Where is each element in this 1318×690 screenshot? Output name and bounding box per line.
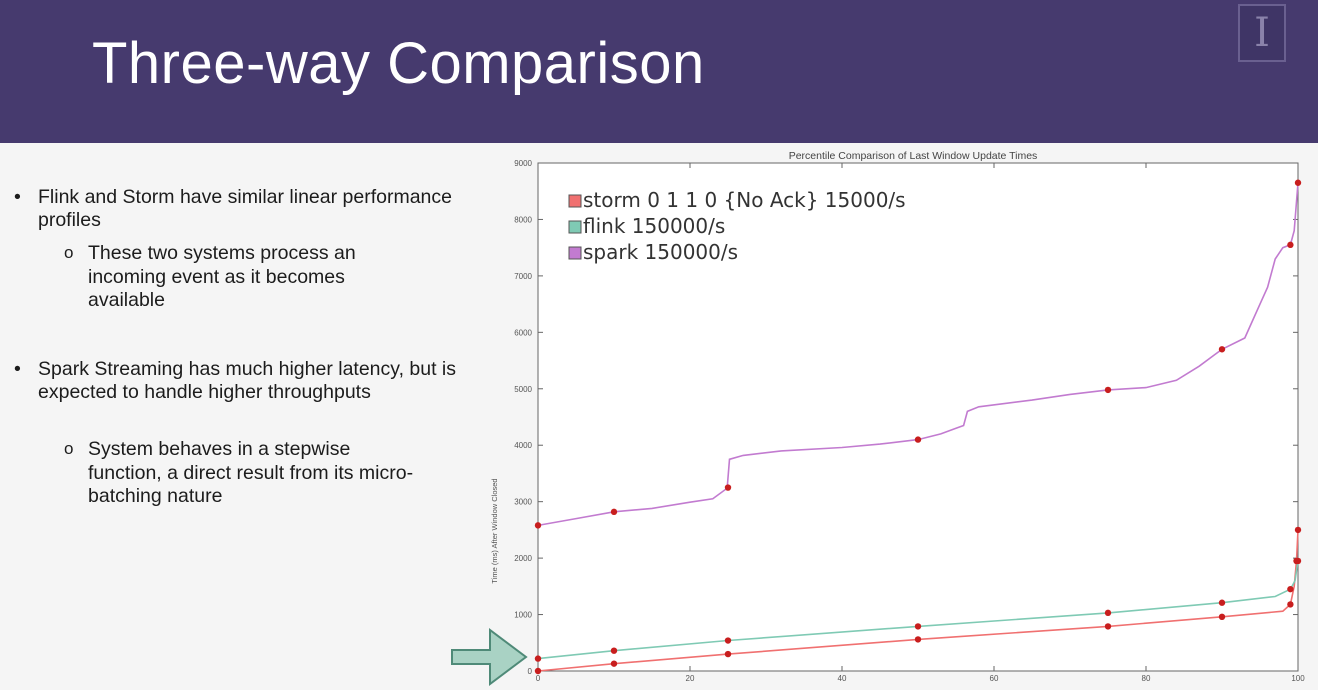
- legend-entry: storm 0 1 1 0 {No Ack} 15000/s: [583, 188, 906, 212]
- data-point: [610, 647, 618, 654]
- y-tick-label: 7000: [514, 272, 532, 281]
- legend-entry: flink 150000/s: [583, 214, 725, 238]
- slide-title: Three-way Comparison: [92, 31, 705, 96]
- data-point: [1294, 557, 1302, 565]
- y-tick-label: 6000: [514, 328, 532, 337]
- percentile-chart: Percentile Comparison of Last Window Upd…: [490, 150, 1305, 683]
- data-point: [610, 660, 618, 667]
- data-point: [1104, 609, 1112, 617]
- y-tick-label: 5000: [514, 385, 532, 394]
- y-tick-label: 3000: [514, 498, 532, 507]
- data-point: [1287, 601, 1294, 608]
- bullet-item: Spark Streaming has much higher latency,…: [14, 358, 468, 404]
- legend-entry: spark 150000/s: [583, 240, 738, 264]
- x-tick-label: 80: [1142, 674, 1151, 683]
- slide-header: Three-way Comparison I: [0, 0, 1318, 143]
- data-point: [1218, 599, 1226, 606]
- university-logo: I: [1238, 4, 1286, 62]
- y-axis-label: Time (ms) After Window Closed: [490, 478, 499, 583]
- data-point: [914, 436, 922, 443]
- data-point: [534, 522, 542, 529]
- series-line-1: [537, 560, 1299, 660]
- x-tick-label: 20: [686, 674, 695, 683]
- legend-swatch: [568, 194, 582, 208]
- data-point: [914, 636, 922, 643]
- data-point: [724, 650, 732, 658]
- sub-bullet-item: These two systems process an incoming ev…: [64, 241, 418, 313]
- data-point: [1104, 623, 1112, 630]
- legend-swatch: [568, 246, 582, 260]
- chart-title: Percentile Comparison of Last Window Upd…: [789, 150, 1038, 162]
- data-point: [724, 484, 732, 491]
- data-point: [1218, 346, 1226, 353]
- data-point: [534, 667, 542, 675]
- x-tick-label: 60: [990, 674, 999, 683]
- y-tick-label: 1000: [514, 611, 532, 620]
- legend-swatch: [568, 220, 582, 234]
- x-tick-label: 0: [536, 674, 541, 683]
- y-tick-label: 2000: [514, 554, 532, 563]
- y-tick-label: 9000: [514, 159, 532, 168]
- data-point: [610, 508, 618, 516]
- data-point: [1104, 386, 1112, 394]
- plot-area: [537, 162, 1299, 672]
- y-tick-label: 0: [528, 667, 533, 676]
- data-point: [1218, 613, 1226, 621]
- bullet-item: Flink and Storm have similar linear perf…: [14, 186, 468, 232]
- data-point: [1287, 585, 1294, 593]
- data-point: [724, 637, 732, 644]
- logo-letter-icon: I: [1254, 10, 1270, 56]
- data-point: [534, 655, 542, 662]
- y-tick-label: 4000: [514, 441, 532, 450]
- data-point: [1294, 526, 1302, 534]
- data-point: [1294, 179, 1302, 186]
- sub-bullet-item: System behaves in a stepwise function, a…: [64, 437, 418, 509]
- highlight-arrow-icon: [451, 628, 528, 686]
- x-tick-label: 40: [838, 674, 847, 683]
- data-point: [914, 623, 922, 630]
- data-point: [1287, 241, 1294, 249]
- x-tick-label: 100: [1291, 674, 1305, 683]
- y-tick-label: 8000: [514, 215, 532, 224]
